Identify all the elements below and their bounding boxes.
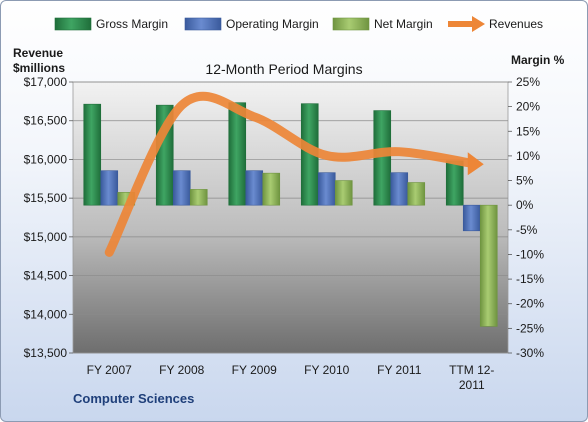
legend: Gross Margin Operating Margin Net Margin… [54, 16, 543, 32]
right-tick-label: -25% [516, 321, 544, 335]
right-axis-ticks: -30% -25% -20% -15% -10% -5% 0% 5% 10% 15% 20% 25% [508, 75, 544, 360]
bar-net-margin [262, 172, 281, 206]
right-tick-label: 15% [516, 124, 540, 138]
bar-operating-margin [317, 172, 336, 206]
right-tick-label: 25% [516, 75, 540, 89]
right-tick-label: 5% [516, 174, 534, 188]
bar-operating-margin [462, 204, 481, 232]
bar-operating-margin [172, 170, 191, 206]
bar-net-margin [189, 189, 208, 206]
x-tick-label: FY 2008 [159, 363, 204, 377]
right-tick-label: -15% [516, 272, 544, 286]
x-tick-label: FY 2009 [232, 363, 277, 377]
right-tick-label: 20% [516, 100, 540, 114]
x-axis-ticks: FY 2007 FY 2008 FY 2009 FY 2010 FY 2011 TTM 1… [87, 363, 495, 392]
right-tick-label: -30% [516, 346, 544, 360]
right-tick-label: -20% [516, 297, 544, 311]
left-tick-label: $16,000 [24, 152, 68, 166]
right-tick-label: 10% [516, 149, 540, 163]
legend-swatch-operating-margin [184, 17, 222, 31]
bar-net-margin [479, 204, 498, 327]
right-tick-label: -5% [516, 223, 538, 237]
footer-company-name: Computer Sciences [73, 391, 194, 406]
right-tick-label: -10% [516, 247, 544, 261]
bar-operating-margin [100, 170, 119, 206]
legend-arrow-revenues [472, 16, 485, 32]
bar-operating-margin [245, 170, 264, 206]
left-axis-title-line1: Revenue [13, 46, 63, 60]
x-tick-label: FY 2011 [377, 363, 422, 377]
revenue-line [104, 91, 484, 257]
bar-net-margin [334, 180, 353, 206]
legend-swatch-gross-margin [54, 17, 92, 31]
left-tick-label: $16,500 [24, 114, 68, 128]
legend-label-net-margin: Net Margin [374, 17, 433, 31]
left-tick-label: $15,500 [24, 191, 68, 205]
revenue-line-arrowhead [467, 152, 484, 176]
left-tick-label: $14,500 [24, 269, 68, 283]
revenue-line-path [104, 91, 477, 257]
legend-label-gross-margin: Gross Margin [96, 17, 168, 31]
chart-title: 12-Month Period Margins [205, 61, 362, 77]
bar-net-margin [407, 182, 426, 206]
bar-operating-margin [390, 172, 409, 206]
bar-gross-margin [373, 110, 392, 206]
x-tick-label: FY 2010 [304, 363, 349, 377]
legend-label-operating-margin: Operating Margin [226, 17, 319, 31]
left-tick-label: $17,000 [24, 75, 68, 89]
bar-gross-margin [83, 103, 102, 206]
bar-gross-margin [228, 102, 247, 206]
bar-gross-margin [445, 160, 464, 206]
left-tick-label: $13,500 [24, 346, 68, 360]
legend-swatch-net-margin [332, 17, 370, 31]
left-axis-title-line2: $millions [13, 61, 65, 75]
right-tick-label: 0% [516, 198, 534, 212]
x-tick-label: FY 2007 [87, 363, 132, 377]
left-tick-label: $14,000 [24, 307, 68, 321]
left-axis-ticks: $13,500 $14,000 $14,500 $15,000 $15,500 $16,0… [24, 75, 73, 360]
plot-area [72, 81, 509, 354]
x-tick-label: TTM 12-2011 [449, 363, 494, 392]
legend-label-revenues: Revenues [489, 17, 543, 31]
left-tick-label: $15,000 [24, 230, 68, 244]
right-axis-title: Margin % [511, 53, 565, 67]
